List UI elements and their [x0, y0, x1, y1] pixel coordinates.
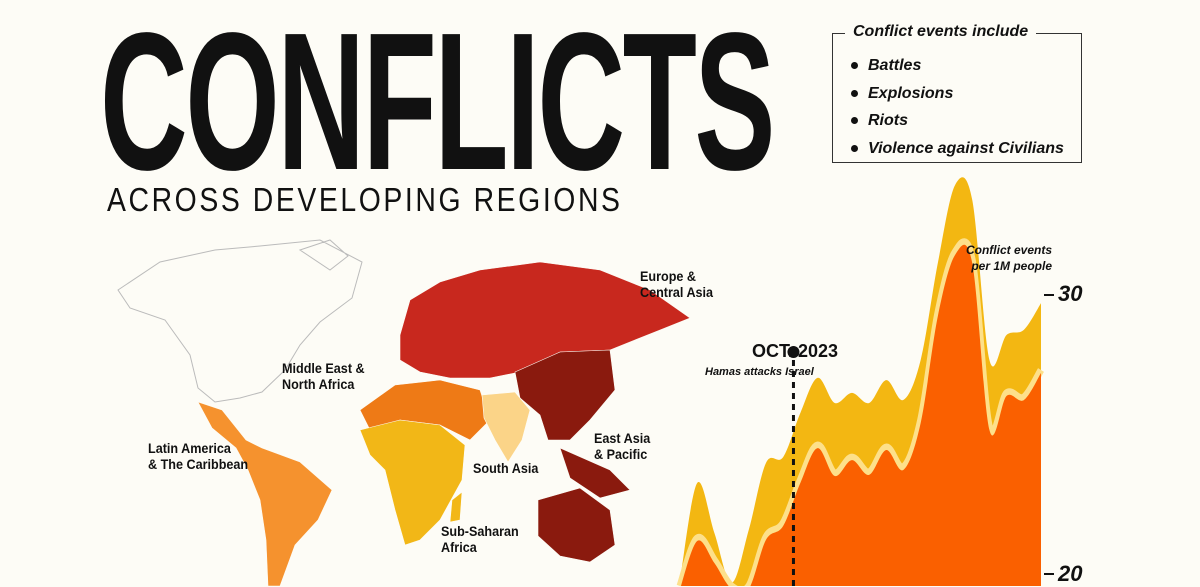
label-latin-america: Latin America & The Caribbean: [148, 440, 249, 472]
legend-item: Battles: [851, 52, 1081, 80]
map-south-asia: [481, 391, 531, 463]
annotation-dot: [787, 346, 800, 358]
legend-item: Violence against Civilians: [851, 135, 1081, 163]
annotation-text: Hamas attacks Israel: [705, 366, 814, 378]
label-south-asia: South Asia: [473, 460, 539, 476]
annotation-date: OCT. 2023: [752, 341, 839, 361]
map-latin-america: [197, 401, 333, 586]
y-axis-label: Conflict events per 1M people: [965, 243, 1052, 273]
legend-item: Explosions: [851, 80, 1081, 108]
page-title: CONFLICTS: [100, 0, 775, 211]
legend-item: Riots: [851, 107, 1081, 135]
label-europe-central-asia: Europe & Central Asia: [640, 268, 714, 300]
band-line: [676, 238, 1045, 586]
page-subtitle: ACROSS DEVELOPING REGIONS: [107, 181, 623, 218]
y-tick-20: 20: [1058, 561, 1083, 586]
map-north-america: [117, 239, 363, 403]
conflict-types-legend: Conflict events include Battles Explosio…: [832, 23, 1082, 163]
area-series-1-fill: [680, 244, 1041, 586]
legend-title: Conflict events include: [845, 23, 1037, 41]
label-east-asia: East Asia & Pacific: [594, 430, 651, 462]
y-tick-30: 30: [1058, 281, 1083, 306]
map-sub-saharan-africa: [359, 419, 466, 546]
map-east-asia: [514, 349, 631, 563]
label-mena: Middle East & North Africa: [282, 360, 365, 392]
map-europe-central-asia: [399, 261, 691, 379]
label-sub-saharan-africa: Sub-Saharan Africa: [441, 523, 519, 555]
